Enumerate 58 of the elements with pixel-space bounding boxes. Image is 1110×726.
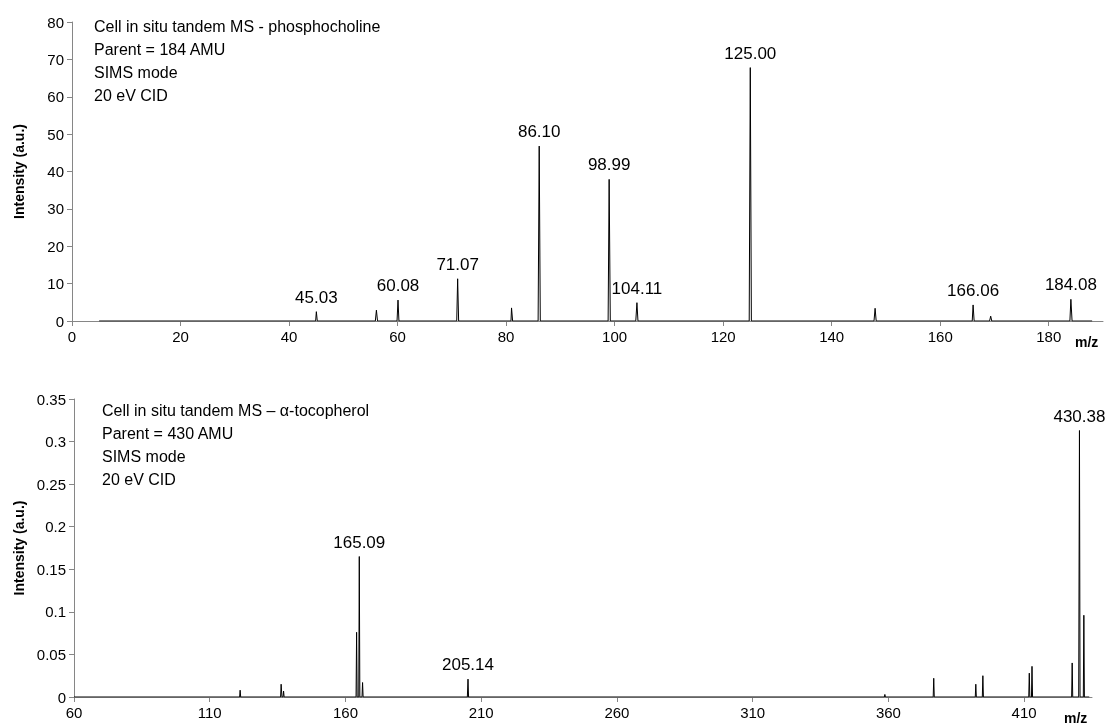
annotation: Cell in situ tandem MS - phosphocholine	[94, 17, 381, 35]
y-tick-label: 0.35	[36, 390, 66, 408]
x-tick-label: 110	[197, 704, 222, 721]
y-tick-label: 0.15	[36, 560, 66, 578]
annotation: 205.14	[442, 655, 495, 675]
y-tick-label: 0.3	[45, 433, 66, 451]
x-tick-label: 0	[67, 328, 77, 345]
annotation: 71.07	[436, 254, 479, 274]
x-tick-label: 260	[604, 704, 630, 721]
x-tick-label: 410	[1011, 704, 1037, 721]
y-tick-label: 0	[55, 312, 64, 330]
y-tick-label: 0.2	[45, 518, 66, 536]
y-tick-label: 0.1	[45, 603, 66, 621]
x-tick-label: 40	[280, 328, 298, 345]
x-tick-label: 360	[875, 704, 901, 721]
y-tick-label: 80	[47, 13, 64, 31]
y-tick-label: 10	[47, 275, 64, 293]
y-tick-label: 0.25	[36, 475, 66, 493]
x-tick-label: 60	[389, 328, 406, 345]
x-axis-title: m/z	[1075, 334, 1099, 350]
annotation: 86.10	[517, 122, 561, 142]
y-tick-label: 50	[47, 125, 64, 143]
y-tick-label: 60	[47, 88, 64, 106]
y-tick-label: 30	[47, 200, 64, 218]
annotation: 165.09	[333, 532, 386, 552]
annotation: SIMS mode	[94, 63, 178, 81]
annotation: Parent = 430 AMU	[102, 424, 234, 442]
annotation: 45.03	[295, 287, 338, 307]
x-tick-label: 210	[468, 704, 494, 721]
annotation: 430.38	[1053, 406, 1106, 426]
y-axis-title: Intensity (a.u.)	[11, 124, 27, 219]
y-tick-label: 20	[47, 237, 64, 255]
x-tick-label: 100	[602, 328, 628, 345]
x-tick-label: 120	[710, 328, 736, 345]
y-tick-label: 0.05	[36, 645, 66, 663]
annotation: 166.06	[947, 280, 1000, 300]
annotation: Parent = 184 AMU	[94, 40, 226, 58]
annotation: 98.99	[587, 155, 631, 175]
y-tick-label: 70	[47, 50, 64, 68]
annotation: Cell in situ tandem MS – α-tocopherol	[102, 401, 370, 419]
x-tick-label: 140	[819, 328, 845, 345]
annotation: 184.08	[1044, 275, 1097, 295]
x-tick-label: 20	[172, 328, 189, 345]
annotation: 104.11	[611, 278, 663, 298]
y-axis-title: Intensity (a.u.)	[10, 500, 27, 596]
y-tick-label: 40	[47, 163, 64, 180]
x-tick-label: 160	[927, 328, 953, 345]
annotation: 60.08	[376, 276, 420, 296]
x-tick-label: 80	[497, 328, 515, 345]
x-axis-title: m/z	[1064, 710, 1088, 726]
x-tick-label: 180	[1036, 328, 1062, 345]
annotation: SIMS mode	[102, 447, 186, 465]
annotation: 20 eV CID	[94, 86, 168, 104]
y-tick-label: 0	[57, 688, 66, 706]
x-tick-label: 310	[740, 704, 766, 721]
x-tick-label: 160	[332, 704, 358, 721]
annotation: 20 eV CID	[102, 470, 176, 488]
annotation: 125.00	[724, 43, 777, 63]
